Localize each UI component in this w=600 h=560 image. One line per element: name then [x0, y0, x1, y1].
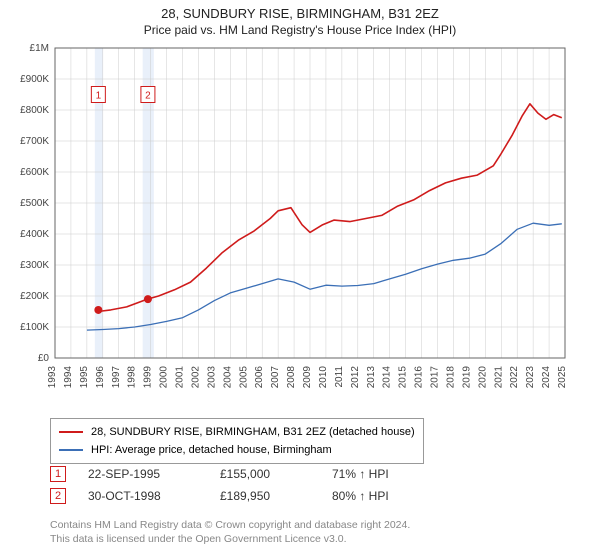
chart-subtitle: Price paid vs. HM Land Registry's House …: [0, 23, 600, 37]
svg-text:2: 2: [145, 91, 151, 102]
svg-text:2024: 2024: [541, 366, 552, 389]
event-date: 30-OCT-1998: [88, 489, 198, 503]
svg-text:2001: 2001: [175, 366, 186, 389]
svg-text:1997: 1997: [111, 366, 122, 389]
svg-text:£900K: £900K: [20, 74, 49, 85]
svg-text:2004: 2004: [222, 366, 233, 389]
svg-text:2007: 2007: [270, 366, 281, 389]
event-table: 1 22-SEP-1995 £155,000 71% ↑ HPI 2 30-OCT-199…: [50, 466, 422, 510]
svg-text:1999: 1999: [143, 366, 154, 389]
svg-text:2025: 2025: [557, 366, 568, 389]
svg-text:2018: 2018: [445, 366, 456, 389]
footer-line-2: This data is licensed under the Open Gov…: [50, 532, 410, 546]
event-date: 22-SEP-1995: [88, 467, 198, 481]
svg-text:2002: 2002: [190, 366, 201, 389]
svg-text:2000: 2000: [159, 366, 170, 389]
svg-text:1996: 1996: [95, 366, 106, 389]
chart-title: 28, SUNDBURY RISE, BIRMINGHAM, B31 2EZ: [0, 6, 600, 21]
svg-text:1998: 1998: [127, 366, 138, 389]
svg-text:2019: 2019: [461, 366, 472, 389]
svg-text:2023: 2023: [525, 366, 536, 389]
svg-text:£800K: £800K: [20, 105, 49, 116]
svg-text:1: 1: [96, 91, 102, 102]
legend-item: 28, SUNDBURY RISE, BIRMINGHAM, B31 2EZ (…: [59, 423, 415, 441]
legend-swatch: [59, 449, 83, 451]
event-badge: 2: [50, 488, 66, 504]
svg-text:2021: 2021: [493, 366, 504, 389]
legend-label: 28, SUNDBURY RISE, BIRMINGHAM, B31 2EZ (…: [91, 423, 415, 441]
event-price: £155,000: [220, 467, 310, 481]
legend-label: HPI: Average price, detached house, Birm…: [91, 441, 332, 459]
event-relative: 71% ↑ HPI: [332, 467, 422, 481]
svg-text:£300K: £300K: [20, 260, 49, 271]
event-relative: 80% ↑ HPI: [332, 489, 422, 503]
svg-text:2010: 2010: [318, 366, 329, 389]
legend-item: HPI: Average price, detached house, Birm…: [59, 441, 415, 459]
svg-text:£0: £0: [38, 353, 50, 364]
event-row: 2 30-OCT-1998 £189,950 80% ↑ HPI: [50, 488, 422, 504]
svg-text:2009: 2009: [302, 366, 313, 389]
legend-swatch: [59, 431, 83, 433]
svg-text:£600K: £600K: [20, 167, 49, 178]
chart-titles: 28, SUNDBURY RISE, BIRMINGHAM, B31 2EZ P…: [0, 0, 600, 37]
svg-text:2006: 2006: [254, 366, 265, 389]
svg-text:£700K: £700K: [20, 136, 49, 147]
event-price: £189,950: [220, 489, 310, 503]
svg-text:2008: 2008: [286, 366, 297, 389]
svg-text:2014: 2014: [382, 366, 393, 389]
svg-text:£200K: £200K: [20, 291, 49, 302]
event-row: 1 22-SEP-1995 £155,000 71% ↑ HPI: [50, 466, 422, 482]
svg-text:1994: 1994: [63, 366, 74, 389]
svg-text:2013: 2013: [366, 366, 377, 389]
legend: 28, SUNDBURY RISE, BIRMINGHAM, B31 2EZ (…: [50, 418, 424, 464]
svg-text:2011: 2011: [334, 366, 345, 388]
svg-text:£500K: £500K: [20, 198, 49, 209]
svg-text:£400K: £400K: [20, 229, 49, 240]
svg-text:2012: 2012: [350, 366, 361, 389]
svg-text:2020: 2020: [477, 366, 488, 389]
svg-text:1993: 1993: [47, 366, 58, 389]
svg-text:2005: 2005: [238, 366, 249, 389]
svg-text:2003: 2003: [206, 366, 217, 389]
svg-text:2015: 2015: [398, 366, 409, 389]
footer-line-1: Contains HM Land Registry data © Crown c…: [50, 518, 410, 532]
svg-text:1995: 1995: [79, 366, 90, 389]
chart-area: £0 £100K £200K £300K £400K £500K £600K £700K £80…: [0, 42, 600, 412]
event-badge: 1: [50, 466, 66, 482]
svg-text:2017: 2017: [430, 366, 441, 389]
svg-text:£100K: £100K: [20, 322, 49, 333]
svg-text:£1M: £1M: [30, 43, 49, 54]
svg-text:2022: 2022: [509, 366, 520, 389]
line-chart-svg: £0 £100K £200K £300K £400K £500K £600K £700K £80…: [0, 42, 600, 412]
svg-text:2016: 2016: [414, 366, 425, 389]
footer-attribution: Contains HM Land Registry data © Crown c…: [50, 518, 410, 546]
